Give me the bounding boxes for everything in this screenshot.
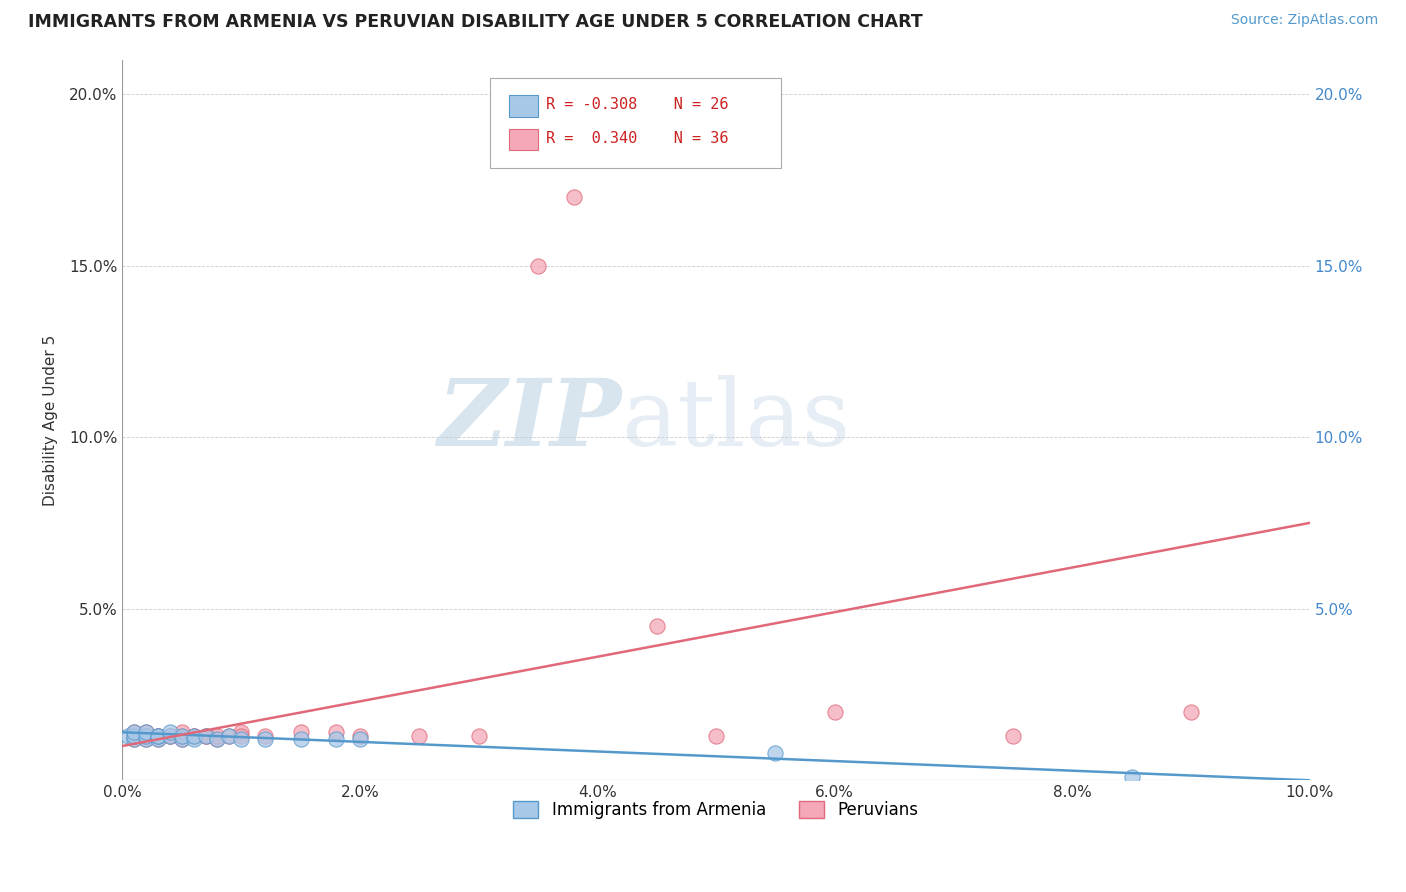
Point bbox=[408, 729, 430, 743]
Point bbox=[135, 729, 157, 743]
Point bbox=[170, 729, 193, 743]
Legend: Immigrants from Armenia, Peruvians: Immigrants from Armenia, Peruvians bbox=[506, 795, 925, 826]
Point bbox=[231, 725, 253, 739]
Point bbox=[527, 259, 550, 273]
Point bbox=[183, 729, 205, 743]
Point bbox=[194, 729, 217, 743]
Point bbox=[325, 732, 347, 747]
FancyBboxPatch shape bbox=[491, 78, 782, 168]
Point bbox=[124, 732, 146, 747]
Point bbox=[146, 729, 169, 743]
Point bbox=[1180, 705, 1202, 719]
Point bbox=[194, 729, 217, 743]
Point bbox=[467, 729, 489, 743]
Point bbox=[135, 732, 157, 747]
Point bbox=[170, 732, 193, 747]
Point bbox=[824, 705, 846, 719]
Point bbox=[290, 725, 312, 739]
Point bbox=[765, 746, 787, 760]
Point bbox=[124, 729, 146, 743]
Point bbox=[170, 732, 193, 747]
Point bbox=[207, 732, 229, 747]
Point bbox=[1001, 729, 1024, 743]
Point bbox=[231, 729, 253, 743]
Point bbox=[231, 732, 253, 747]
Point bbox=[207, 732, 229, 747]
Point bbox=[124, 732, 146, 747]
Point bbox=[124, 729, 146, 743]
Point bbox=[146, 729, 169, 743]
Point bbox=[207, 729, 229, 743]
Point bbox=[159, 729, 181, 743]
Point bbox=[183, 732, 205, 747]
Text: IMMIGRANTS FROM ARMENIA VS PERUVIAN DISABILITY AGE UNDER 5 CORRELATION CHART: IMMIGRANTS FROM ARMENIA VS PERUVIAN DISA… bbox=[28, 13, 922, 31]
Point bbox=[117, 729, 139, 743]
Point bbox=[124, 725, 146, 739]
Point bbox=[135, 732, 157, 747]
FancyBboxPatch shape bbox=[509, 95, 538, 117]
Point bbox=[349, 732, 371, 747]
Point bbox=[183, 729, 205, 743]
Point bbox=[349, 729, 371, 743]
Text: Source: ZipAtlas.com: Source: ZipAtlas.com bbox=[1230, 13, 1378, 28]
Point bbox=[135, 725, 157, 739]
Point bbox=[146, 729, 169, 743]
Point bbox=[562, 190, 585, 204]
Point bbox=[194, 729, 217, 743]
Text: R = -0.308    N = 26: R = -0.308 N = 26 bbox=[547, 97, 728, 112]
Point bbox=[253, 729, 276, 743]
Point bbox=[170, 729, 193, 743]
Point bbox=[183, 729, 205, 743]
Point bbox=[1121, 770, 1143, 784]
Point bbox=[124, 725, 146, 739]
Point bbox=[290, 732, 312, 747]
Text: atlas: atlas bbox=[621, 375, 851, 465]
Point bbox=[218, 729, 240, 743]
Text: R =  0.340    N = 36: R = 0.340 N = 36 bbox=[547, 130, 728, 145]
Point bbox=[159, 729, 181, 743]
Y-axis label: Disability Age Under 5: Disability Age Under 5 bbox=[44, 334, 58, 506]
Text: ZIP: ZIP bbox=[437, 375, 621, 465]
Point bbox=[159, 725, 181, 739]
Point bbox=[135, 729, 157, 743]
Point bbox=[135, 725, 157, 739]
Point bbox=[645, 619, 668, 633]
Point bbox=[325, 725, 347, 739]
Point bbox=[170, 725, 193, 739]
Point bbox=[146, 732, 169, 747]
Point bbox=[146, 732, 169, 747]
FancyBboxPatch shape bbox=[509, 128, 538, 151]
Point bbox=[218, 729, 240, 743]
Point bbox=[146, 729, 169, 743]
Point bbox=[704, 729, 727, 743]
Point bbox=[159, 729, 181, 743]
Point bbox=[253, 732, 276, 747]
